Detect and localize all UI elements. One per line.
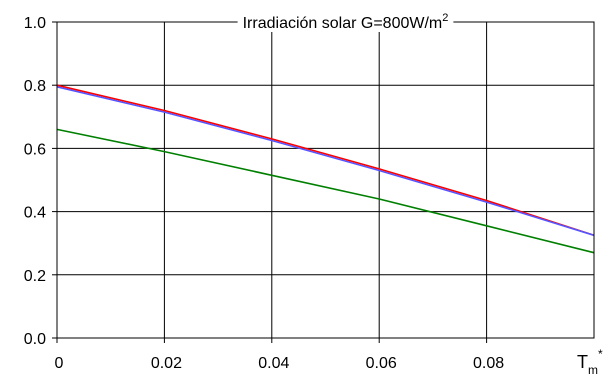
- tick-labels: 0.0 0.2 0.4 0.6 0.8 1.0 0 0.02 0.04 0.06 0.08: [24, 15, 505, 372]
- chart-title-background: [237, 12, 454, 32]
- y-tick-label-1: 0.2: [24, 268, 46, 285]
- x-tick-label-1: 0.02: [151, 355, 182, 372]
- y-tick-label-3: 0.6: [24, 141, 46, 158]
- grid-lines: [57, 22, 594, 338]
- x-axis-label-subscript: m: [588, 363, 598, 377]
- series-lines: [56, 84, 595, 254]
- y-tick-label-0: 0.0: [24, 331, 46, 348]
- series-line-2: [56, 128, 595, 254]
- chart-title-main: Irradiación solar G=800W/m: [243, 15, 443, 32]
- x-tick-label-0: 0: [55, 355, 64, 372]
- x-tick-label-4: 0.08: [473, 355, 504, 372]
- x-tick-label-3: 0.06: [366, 355, 397, 372]
- y-tick-label-5: 1.0: [24, 15, 46, 32]
- series-line-1: [56, 86, 595, 237]
- y-tick-label-2: 0.4: [24, 205, 46, 222]
- plot-frame: [56, 21, 595, 339]
- x-tick-label-2: 0.04: [258, 355, 289, 372]
- chart-title-superscript: 2: [442, 12, 448, 24]
- x-axis-label-main: T: [577, 352, 588, 372]
- x-axis-label: Tm*: [577, 347, 603, 377]
- y-tick-label-4: 0.8: [24, 78, 46, 95]
- x-axis-label-superscript: *: [598, 347, 603, 361]
- chart-title: Irradiación solar G=800W/m2: [243, 12, 449, 32]
- series-line-0: [56, 84, 595, 237]
